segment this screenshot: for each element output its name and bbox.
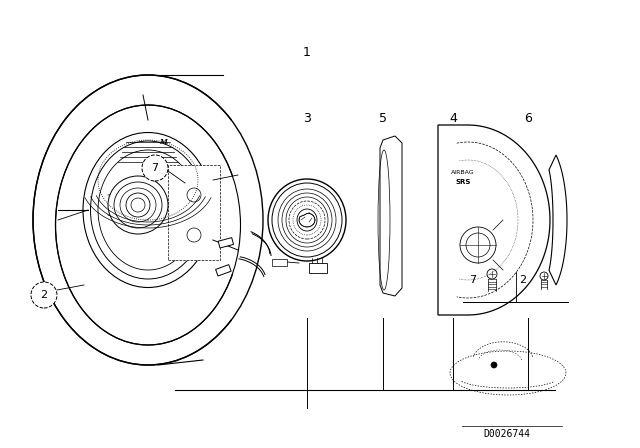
Ellipse shape <box>83 133 213 288</box>
Text: AIRBAG: AIRBAG <box>451 169 475 175</box>
Text: 4: 4 <box>449 112 457 125</box>
Bar <box>216 265 231 276</box>
Polygon shape <box>380 136 402 296</box>
Ellipse shape <box>56 105 241 345</box>
Circle shape <box>31 282 57 308</box>
Circle shape <box>142 155 168 181</box>
Text: SRS: SRS <box>455 179 470 185</box>
Text: 6: 6 <box>524 112 532 125</box>
Bar <box>218 237 234 248</box>
FancyBboxPatch shape <box>168 165 220 260</box>
Ellipse shape <box>268 179 346 261</box>
Text: 5: 5 <box>379 112 387 125</box>
Text: 7: 7 <box>152 163 159 173</box>
Text: 3: 3 <box>303 112 311 125</box>
Polygon shape <box>549 155 567 285</box>
Text: M: M <box>159 138 167 146</box>
Ellipse shape <box>108 176 168 234</box>
Text: 2: 2 <box>520 275 527 285</box>
Text: D0026744: D0026744 <box>483 429 531 439</box>
Text: 2: 2 <box>40 290 47 300</box>
Polygon shape <box>299 213 315 227</box>
Ellipse shape <box>297 209 317 231</box>
Ellipse shape <box>33 75 263 365</box>
Ellipse shape <box>90 141 205 279</box>
Bar <box>309 263 327 273</box>
Bar <box>272 259 287 266</box>
Circle shape <box>491 362 497 368</box>
Text: 7: 7 <box>469 275 477 285</box>
Polygon shape <box>438 125 550 315</box>
Text: 1: 1 <box>303 46 311 59</box>
